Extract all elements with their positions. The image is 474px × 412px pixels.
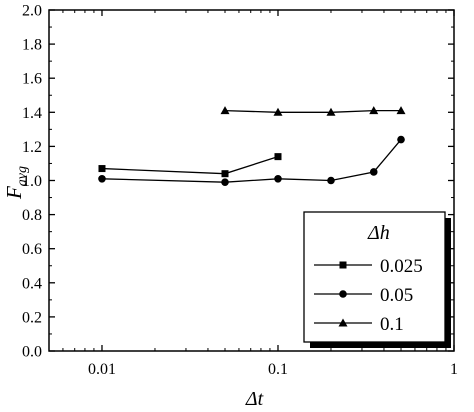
y-tick-label: 1.0 [22,173,42,190]
data-point [98,165,106,173]
x-tick-label: 0.1 [268,361,288,378]
y-tick-label: 0.0 [22,344,42,361]
x-tick-label: 0.01 [88,361,116,378]
y-tick-label: 0.4 [22,275,42,292]
data-point [327,176,335,185]
series-triangle [220,106,406,116]
series-line [101,139,402,183]
legend-title: Δh [367,222,390,244]
y-tick-label: 1.4 [22,105,42,122]
legend: Δh 0.025 0.05 0.1 [303,211,451,348]
data-point [273,107,283,116]
data-point [220,106,230,115]
data-point [221,178,229,187]
y-tick-label: 1.6 [22,71,42,88]
x-axis-label: Δt [245,388,264,410]
data-point [397,135,405,144]
legend-marker [339,290,347,298]
legend-box [303,211,446,343]
legend-label: 0.05 [380,285,413,306]
y-tick-label: 1.2 [22,139,42,156]
y-axis-label: Favg [2,166,30,200]
data-point [221,170,229,178]
series-square [98,153,282,178]
y-axis-label-main: F [2,186,26,200]
y-tick-label: 1.8 [22,37,42,54]
data-point [396,106,406,115]
axes: 0.0 0.2 0.4 0.6 0.8 1.0 1.2 1.4 1.6 1.8 2.0 0.01 0.1… [22,3,458,379]
y-tick-label: 0.8 [22,207,42,224]
legend-label: 0.025 [380,256,423,277]
series-layer [98,106,406,187]
legend-label: 0.1 [380,314,404,335]
series-circle [98,135,405,187]
data-point [98,174,106,183]
legend-marker [338,318,348,327]
series-line [101,156,279,175]
x-tick-label: 1 [450,361,458,378]
y-tick-label: 0.6 [22,241,42,258]
y-axis-label-sub: avg [15,166,30,186]
data-point [369,168,378,176]
data-point [274,174,282,183]
y-tick-label: 2.0 [22,3,42,20]
y-tick-label: 0.2 [22,309,42,326]
axis-labels: Δt Favg [2,166,264,410]
data-point [326,107,336,116]
data-point [369,106,379,115]
legend-marker [339,261,347,269]
data-point [274,153,282,161]
